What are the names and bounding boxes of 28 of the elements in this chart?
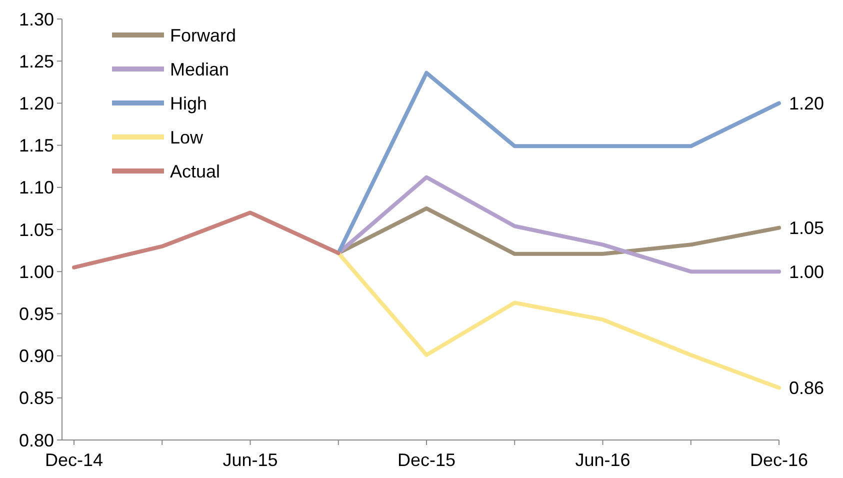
y-tick-label: 1.20 <box>18 94 54 114</box>
x-tick-label: Dec-15 <box>397 450 456 470</box>
y-tick-label: 1.00 <box>18 262 54 282</box>
data-label: 1.05 <box>789 218 824 238</box>
data-label: 1.00 <box>789 262 824 282</box>
legend-label: Forward <box>170 25 236 46</box>
y-tick-label: 0.80 <box>18 430 54 450</box>
legend-label: Actual <box>170 161 220 182</box>
y-tick-label: 0.90 <box>18 346 54 366</box>
legend-label: Low <box>170 127 204 148</box>
y-tick-label: 1.30 <box>18 9 54 30</box>
x-tick-label: Dec-16 <box>750 450 808 470</box>
x-tick-label: Dec-14 <box>44 450 104 470</box>
legend-label: Median <box>170 59 230 80</box>
y-tick-label: 0.95 <box>18 304 54 324</box>
line-series <box>336 70 781 256</box>
y-tick-label: 1.15 <box>18 136 54 156</box>
line-series <box>336 251 781 390</box>
data-label: 0.86 <box>789 378 824 398</box>
y-tick-label: 1.05 <box>18 220 54 240</box>
x-tick-label: Jun-15 <box>222 450 278 470</box>
data-label: 1.20 <box>789 94 824 114</box>
y-tick-label: 0.85 <box>18 388 54 408</box>
y-tick-label: 1.10 <box>18 178 54 198</box>
line-series <box>72 210 340 270</box>
y-tick-label: 1.25 <box>18 51 54 72</box>
legend-label: High <box>170 93 208 114</box>
x-tick-label: Jun-16 <box>575 450 630 470</box>
